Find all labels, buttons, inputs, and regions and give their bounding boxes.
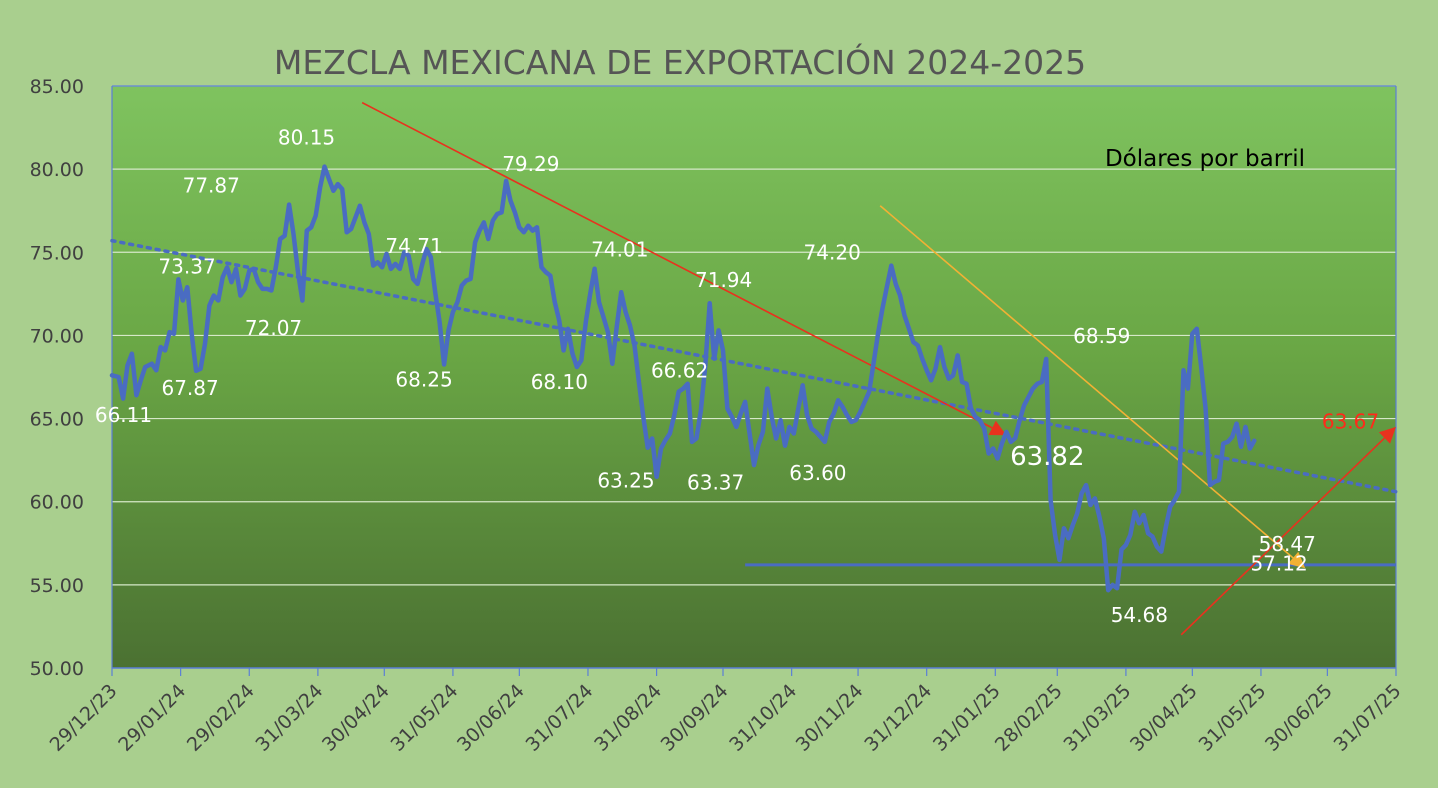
data-label: 67.87 [161, 376, 218, 400]
data-label: 63.37 [687, 471, 744, 495]
y-tick-label: 80.00 [30, 159, 84, 181]
y-tick-label: 60.00 [30, 492, 84, 514]
series [109, 164, 1257, 593]
chart-subtitle: Dólares por barril [1105, 146, 1305, 172]
trend-arrow-line [1180, 437, 1386, 636]
trend-arrow-line [361, 101, 993, 429]
data-label: 63.25 [597, 469, 654, 493]
data-label: 74.01 [591, 238, 648, 262]
y-tick-label: 65.00 [30, 409, 84, 431]
data-label: 80.15 [278, 126, 335, 150]
data-label: 77.87 [183, 174, 240, 198]
y-tick-label: 85.00 [30, 76, 84, 98]
data-label: 72.07 [245, 316, 302, 340]
data-label: 71.94 [695, 268, 752, 292]
data-label: 66.62 [651, 359, 708, 383]
y-tick-label: 55.00 [30, 575, 84, 597]
data-label: 73.37 [158, 254, 215, 278]
trend-arrow-head [988, 420, 1007, 436]
data-label: 58.47 [1259, 532, 1316, 556]
trend-arrow-head [1287, 551, 1306, 569]
data-label: 79.29 [502, 152, 559, 176]
trend-arrow-head [1378, 426, 1396, 444]
y-tick-label: 75.00 [30, 242, 84, 264]
data-label: 63.67 [1322, 410, 1379, 434]
trend-arrow-line [879, 205, 1294, 559]
data-label: 66.11 [95, 403, 152, 427]
y-tick-label: 70.00 [30, 325, 84, 347]
y-tick-label: 50.00 [30, 658, 84, 680]
price-series-line [109, 164, 1257, 593]
data-label: 68.10 [531, 370, 588, 394]
data-labels: 73.37 66.11 67.87 77.87 72.07 80.15 74.71 68.25… [95, 126, 1379, 628]
data-label: 74.71 [385, 234, 442, 258]
data-label: 74.20 [804, 241, 861, 265]
data-label: 68.59 [1073, 324, 1130, 348]
data-label: 63.60 [789, 461, 846, 485]
data-label: 57.12 [1250, 552, 1307, 576]
data-label: 63.82 [1010, 442, 1084, 472]
chart-title: MEZCLA MEXICANA DE EXPORTACIÓN 2024-2025 [274, 42, 1086, 82]
y-axis-ticks: 50.00 55.00 60.00 65.00 70.00 75.00 80.00 85.00 [30, 76, 84, 680]
data-label: 68.25 [395, 368, 452, 392]
data-label: 54.68 [1111, 603, 1168, 627]
